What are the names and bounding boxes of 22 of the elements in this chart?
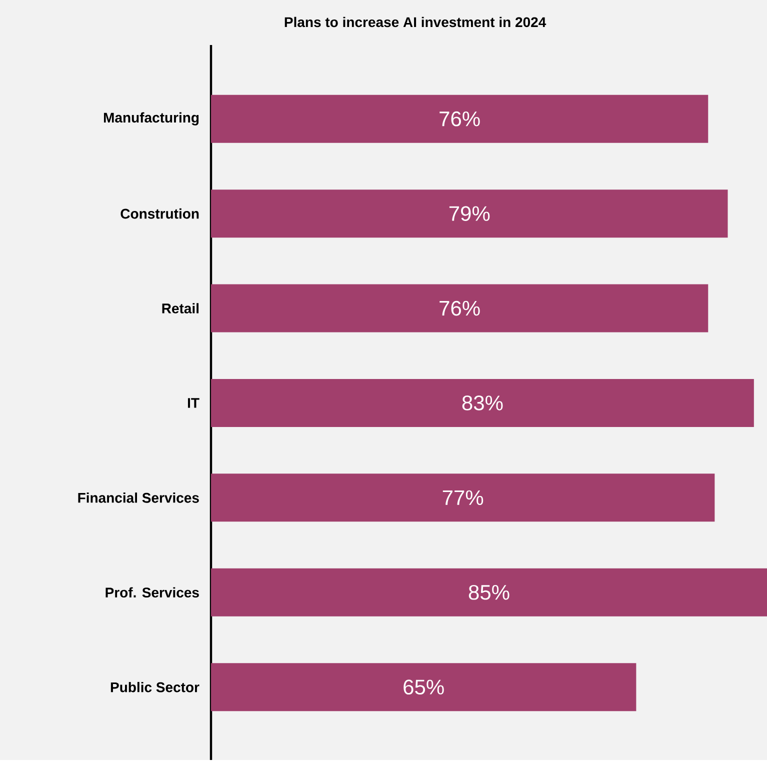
y-tick-label: Public Sector [110,682,200,692]
bar [211,190,728,238]
data-label: 76% [440,300,480,316]
bar [211,663,636,712]
bar [211,284,708,332]
data-label: 83% [462,396,503,410]
data-label: 79% [449,206,490,221]
bar [211,94,708,143]
y-tick-label: Manufacturing [104,112,199,126]
data-label: 85% [468,584,510,600]
y-tick-label: IT [188,398,200,408]
bar [211,378,754,427]
bar [211,568,767,616]
y-tick-label: Retail [162,303,198,314]
bar [211,474,715,522]
y-tick-label: Prof. Services [106,587,199,598]
data-label: 65% [404,680,444,694]
y-tick-label: Financial Services [78,492,199,503]
chart-title: Plans to increase AI investment in 2024 [284,16,546,28]
data-label: 76% [440,111,480,126]
y-tick-label: Constrution [120,208,199,219]
data-label: 77% [442,490,484,505]
